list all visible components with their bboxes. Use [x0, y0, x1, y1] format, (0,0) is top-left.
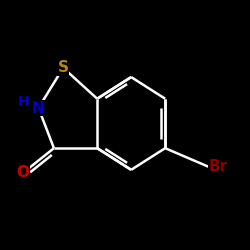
Text: H: H	[18, 96, 30, 110]
Text: S: S	[58, 60, 69, 75]
Text: O: O	[16, 166, 30, 180]
Text: Br: Br	[208, 159, 228, 174]
Text: N: N	[32, 100, 45, 116]
